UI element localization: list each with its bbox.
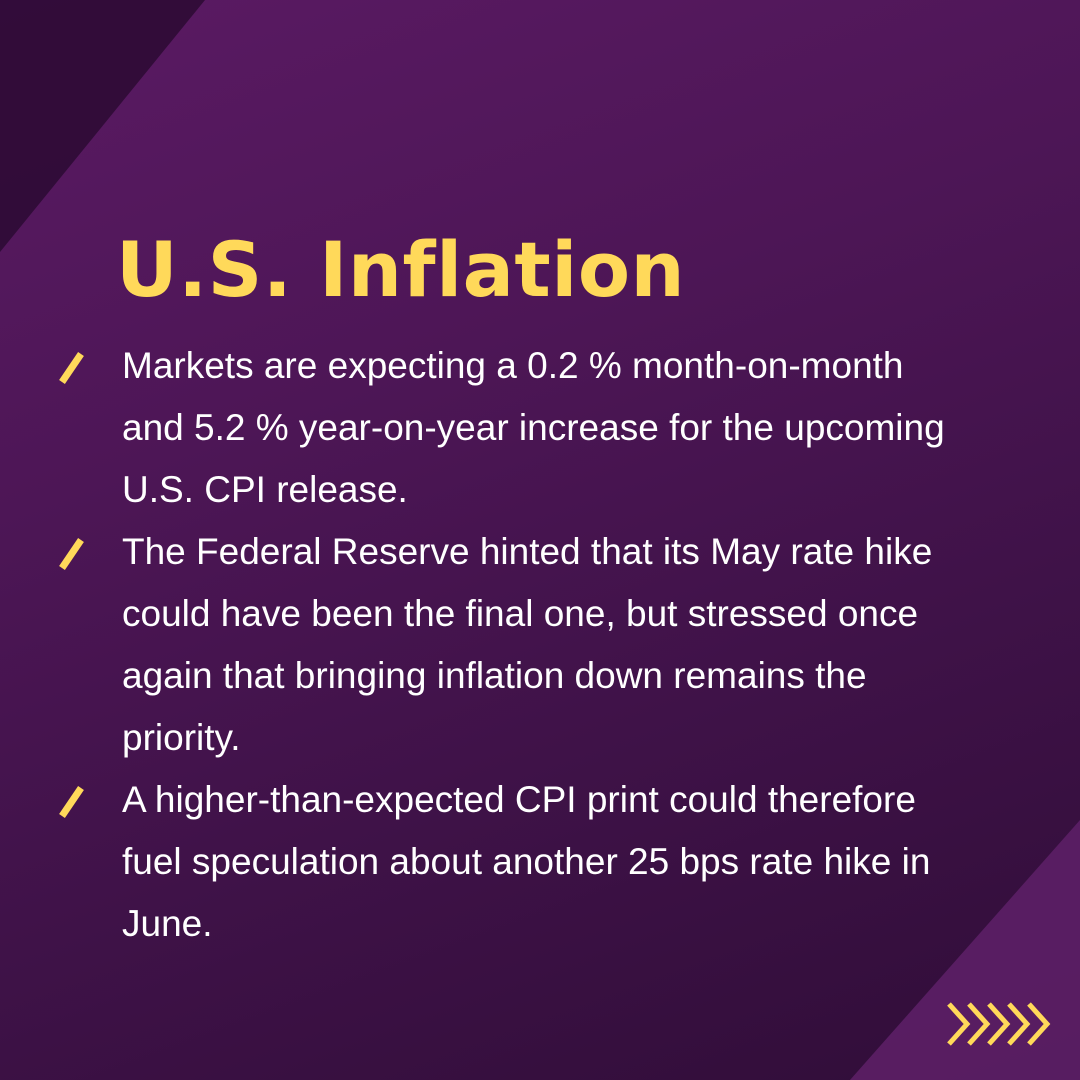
bullet-text: Markets are expecting a 0.2 % month-on-m… [122, 345, 945, 510]
list-item: The Federal Reserve hinted that its May … [52, 521, 952, 769]
list-item: A higher-than-expected CPI print could t… [52, 769, 952, 955]
slash-icon [59, 538, 84, 570]
bullet-list: Markets are expecting a 0.2 % month-on-m… [52, 335, 952, 955]
bullet-text: A higher-than-expected CPI print could t… [122, 779, 931, 944]
bullet-text: The Federal Reserve hinted that its May … [122, 531, 933, 758]
slash-icon [59, 352, 84, 384]
chevrons-right-icon[interactable] [945, 998, 1057, 1050]
list-item: Markets are expecting a 0.2 % month-on-m… [52, 335, 952, 521]
page-title: U.S. Inflation [116, 225, 686, 314]
slash-icon [59, 786, 84, 818]
